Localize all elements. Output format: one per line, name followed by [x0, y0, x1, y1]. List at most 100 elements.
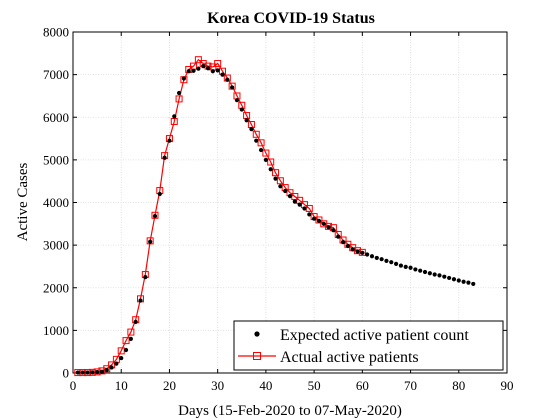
- expected-point: [254, 138, 259, 143]
- expected-point: [437, 273, 442, 278]
- expected-point: [99, 369, 105, 374]
- expected-point: [312, 216, 317, 221]
- expected-point: [220, 72, 225, 77]
- expected-point: [201, 64, 206, 69]
- expected-point: [196, 66, 201, 71]
- expected-point: [186, 69, 191, 74]
- expected-point: [451, 277, 457, 282]
- y-tick-label: 0: [63, 366, 70, 381]
- expected-point: [152, 214, 158, 219]
- expected-point: [133, 319, 138, 324]
- expected-point: [104, 367, 109, 373]
- expected-point: [302, 206, 307, 211]
- expected-point: [123, 347, 129, 353]
- expected-point: [374, 255, 379, 261]
- y-axis-label: Active Cases: [15, 162, 31, 241]
- expected-point: [239, 107, 244, 112]
- x-tick-label: 40: [259, 378, 272, 393]
- expected-point: [138, 298, 143, 303]
- actual-point: [151, 211, 159, 219]
- expected-point: [447, 275, 452, 281]
- expected-point: [350, 247, 355, 252]
- x-tick-label: 30: [211, 378, 224, 393]
- expected-point: [80, 370, 85, 375]
- x-tick-label: 20: [163, 378, 176, 393]
- expected-point: [471, 281, 476, 287]
- x-tick-label: 80: [452, 378, 465, 393]
- y-tick-label: 6000: [43, 110, 69, 125]
- expected-point: [384, 258, 389, 263]
- x-tick-label: 60: [356, 378, 369, 393]
- legend-label-expected: Expected active patient count: [280, 327, 469, 344]
- actual-point: [354, 247, 362, 255]
- expected-point: [461, 279, 466, 284]
- expected-point: [191, 68, 196, 73]
- expected-point: [249, 127, 254, 132]
- y-tick-label: 1000: [43, 323, 69, 338]
- expected-point: [326, 225, 331, 230]
- actual-point: [194, 56, 202, 64]
- expected-point: [466, 280, 471, 285]
- y-tick-label: 3000: [43, 238, 69, 253]
- actual-point: [170, 118, 178, 126]
- expected-point: [95, 370, 100, 375]
- y-tick-label: 8000: [43, 25, 69, 40]
- legend-marker-actual: [253, 352, 261, 360]
- expected-point: [369, 254, 375, 259]
- x-axis-label: Days (15-Feb-2020 to 07-May-2020): [178, 403, 402, 419]
- actual-point: [257, 139, 265, 147]
- expected-point: [398, 263, 404, 268]
- expected-point: [283, 188, 288, 194]
- y-tick-label: 5000: [43, 152, 69, 167]
- expected-point: [234, 98, 240, 103]
- actual-point: [267, 158, 275, 166]
- expected-point: [268, 167, 273, 172]
- expected-point: [119, 355, 124, 361]
- expected-point: [162, 155, 167, 160]
- expected-point: [244, 118, 249, 123]
- expected-point: [230, 85, 235, 90]
- x-tick-label: 50: [308, 378, 321, 393]
- expected-point: [172, 114, 177, 119]
- expected-point: [442, 274, 447, 279]
- legend-box: [233, 320, 504, 371]
- expected-point: [340, 240, 346, 245]
- expected-point: [278, 184, 283, 189]
- expected-point: [345, 243, 350, 249]
- expected-point: [167, 138, 172, 143]
- actual-point: [276, 177, 284, 185]
- expected-point: [365, 252, 370, 257]
- expected-point: [263, 157, 268, 162]
- y-tick-label: 4000: [43, 195, 69, 210]
- expected-point: [389, 260, 394, 265]
- expected-point: [85, 370, 90, 375]
- expected-point: [210, 69, 215, 74]
- expected-point: [273, 176, 278, 181]
- expected-point: [307, 212, 312, 217]
- expected-point: [456, 278, 461, 283]
- expected-point: [297, 202, 302, 207]
- x-tick-label: 0: [70, 378, 77, 393]
- y-tick-label: 2000: [43, 280, 69, 295]
- expected-point: [379, 257, 384, 262]
- expected-point: [128, 336, 133, 341]
- expected-point: [292, 199, 297, 204]
- legend-marker-expected: [254, 331, 260, 337]
- legend: Expected active patient count Actual act…: [233, 320, 504, 371]
- expected-point: [109, 365, 114, 370]
- actual-point: [252, 130, 260, 138]
- expected-point: [205, 66, 211, 71]
- expected-point: [355, 249, 360, 254]
- expected-point: [287, 194, 293, 199]
- expected-point: [403, 264, 408, 269]
- x-tick-label: 70: [404, 378, 417, 393]
- actual-point: [325, 222, 333, 230]
- actual-point: [127, 328, 135, 336]
- expected-point: [393, 261, 399, 266]
- actual-point: [146, 237, 154, 245]
- expected-point: [181, 76, 187, 81]
- axis-ticks: 0 10 20 30 40 50 60 70 80 90 0 1000 2000 3000 4000 5000…: [43, 25, 514, 394]
- expected-point: [427, 271, 432, 276]
- expected-point: [360, 250, 365, 255]
- series-layer: [74, 56, 476, 377]
